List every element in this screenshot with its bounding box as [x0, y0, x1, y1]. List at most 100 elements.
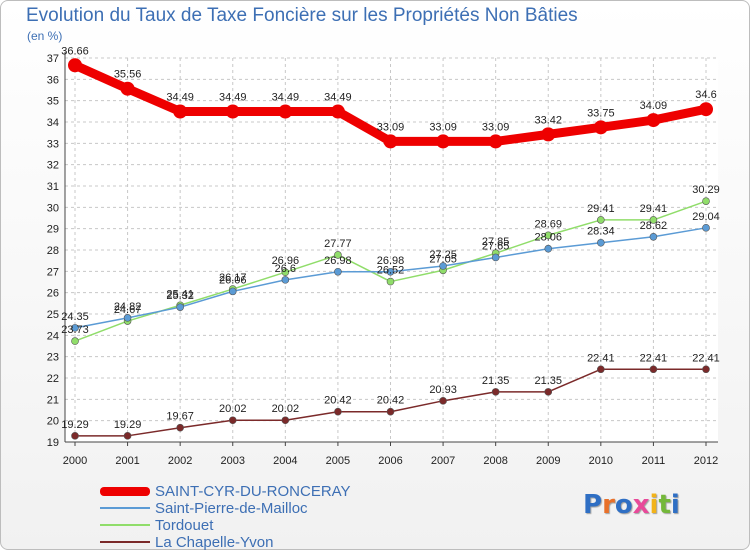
data-point: [281, 416, 290, 425]
data-label: 28.06: [534, 232, 562, 244]
y-tick-label: 28: [47, 245, 59, 257]
y-tick-label: 30: [47, 202, 59, 214]
data-point: [383, 134, 398, 149]
legend-label: SAINT-CYR-DU-RONCERAY: [155, 483, 351, 500]
data-label: 27.85: [482, 236, 510, 248]
y-axis-label: (en %): [27, 29, 63, 43]
data-label: 33.09: [429, 121, 457, 133]
data-label: 26.98: [324, 255, 352, 267]
data-point: [597, 238, 605, 247]
data-point: [386, 267, 395, 276]
data-label: 29.04: [692, 211, 720, 223]
data-label: 27.25: [429, 249, 457, 261]
y-tick-label: 35: [47, 96, 59, 108]
data-point: [649, 232, 658, 241]
data-label: 33.75: [587, 107, 615, 119]
data-label: 19.29: [61, 419, 89, 431]
data-label: 21.35: [482, 375, 510, 387]
y-tick-label: 36: [47, 74, 59, 86]
data-point: [597, 216, 605, 224]
data-label: 27.77: [324, 238, 352, 250]
data-label: 25.32: [166, 290, 194, 302]
data-point: [278, 104, 293, 119]
data-labels: 19.29 19.29 19.67 20.02 20.02 20.42 20.42 20.93…: [61, 45, 720, 431]
y-tick-label: 25: [47, 309, 59, 321]
data-point: [702, 224, 710, 232]
logo-letter: r: [602, 490, 615, 520]
data-label: 29.41: [587, 203, 615, 215]
data-point: [436, 134, 451, 149]
data-label: 22.41: [692, 352, 720, 364]
data-label: 34.49: [324, 92, 352, 104]
data-point: [68, 58, 82, 73]
data-label: 33.42: [534, 114, 562, 126]
data-label: 33.09: [482, 121, 510, 133]
data-label: 36.66: [61, 45, 89, 57]
data-point: [225, 104, 240, 119]
data-label: 24.67: [114, 304, 142, 316]
data-point: [334, 407, 342, 416]
data-label: 22.41: [640, 352, 668, 364]
x-tick-label: 2007: [431, 455, 455, 467]
data-point: [439, 397, 447, 405]
data-label: 21.35: [534, 375, 562, 387]
y-tick-label: 27: [47, 266, 59, 278]
data-point: [702, 197, 710, 205]
x-tick-label: 2008: [483, 455, 507, 467]
data-label: 34.49: [272, 92, 300, 104]
legend-label: Saint-Pierre-de-Mailloc: [155, 500, 308, 517]
x-tick-label: 2002: [168, 455, 192, 467]
data-point: [173, 104, 188, 119]
data-point: [593, 120, 608, 135]
data-point: [646, 113, 661, 128]
y-tick-label: 24: [47, 330, 59, 342]
data-point: [702, 365, 710, 374]
y-tick-label: 20: [47, 416, 59, 428]
data-point: [228, 287, 237, 296]
data-label: 20.42: [324, 395, 352, 407]
data-label: 28.34: [587, 226, 615, 238]
data-label: 27.65: [482, 240, 510, 252]
data-label: 26.98: [377, 255, 405, 267]
data-label: 20.42: [377, 395, 405, 407]
data-label: 26.17: [219, 272, 247, 284]
data-point: [334, 267, 342, 276]
legend-label: Tordouet: [155, 517, 214, 534]
data-label: 35.56: [114, 69, 142, 81]
y-tick-label: 33: [47, 138, 59, 150]
data-label: 28.69: [534, 218, 562, 230]
data-point: [491, 253, 500, 262]
y-tick-label: 29: [47, 224, 59, 236]
x-tick-label: 2004: [273, 455, 297, 467]
data-label: 34.49: [219, 92, 247, 104]
data-label: 34.6: [695, 89, 716, 101]
x-tick-label: 2005: [326, 455, 350, 467]
legend-swatch: [100, 541, 150, 543]
x-tick-label: 2000: [63, 455, 87, 467]
x-tick-label: 2011: [642, 455, 666, 467]
legend-swatch: [100, 507, 150, 509]
data-point: [334, 251, 342, 259]
series-lines: [68, 58, 713, 440]
data-label: 20.02: [272, 403, 300, 415]
data-label: 24.82: [114, 301, 142, 313]
legend-label: La Chapelle-Yvon: [155, 534, 274, 551]
y-tick-label: 21: [47, 394, 59, 406]
data-label: 19.67: [166, 411, 194, 423]
data-label: 20.93: [429, 384, 457, 396]
data-label: 26.06: [219, 274, 247, 286]
data-point: [649, 365, 658, 374]
data-point: [541, 127, 556, 142]
data-point: [281, 268, 290, 276]
data-point: [330, 104, 345, 119]
x-tick-label: 2009: [536, 455, 560, 467]
logo-letter: o: [614, 490, 633, 520]
x-tick-label: 2001: [115, 455, 139, 467]
data-point: [699, 102, 713, 117]
logo-letter: x: [632, 490, 650, 520]
data-label: 29.41: [640, 203, 668, 215]
data-label: 28.62: [640, 220, 668, 232]
data-point: [71, 337, 79, 345]
data-label: 27.05: [429, 253, 457, 265]
